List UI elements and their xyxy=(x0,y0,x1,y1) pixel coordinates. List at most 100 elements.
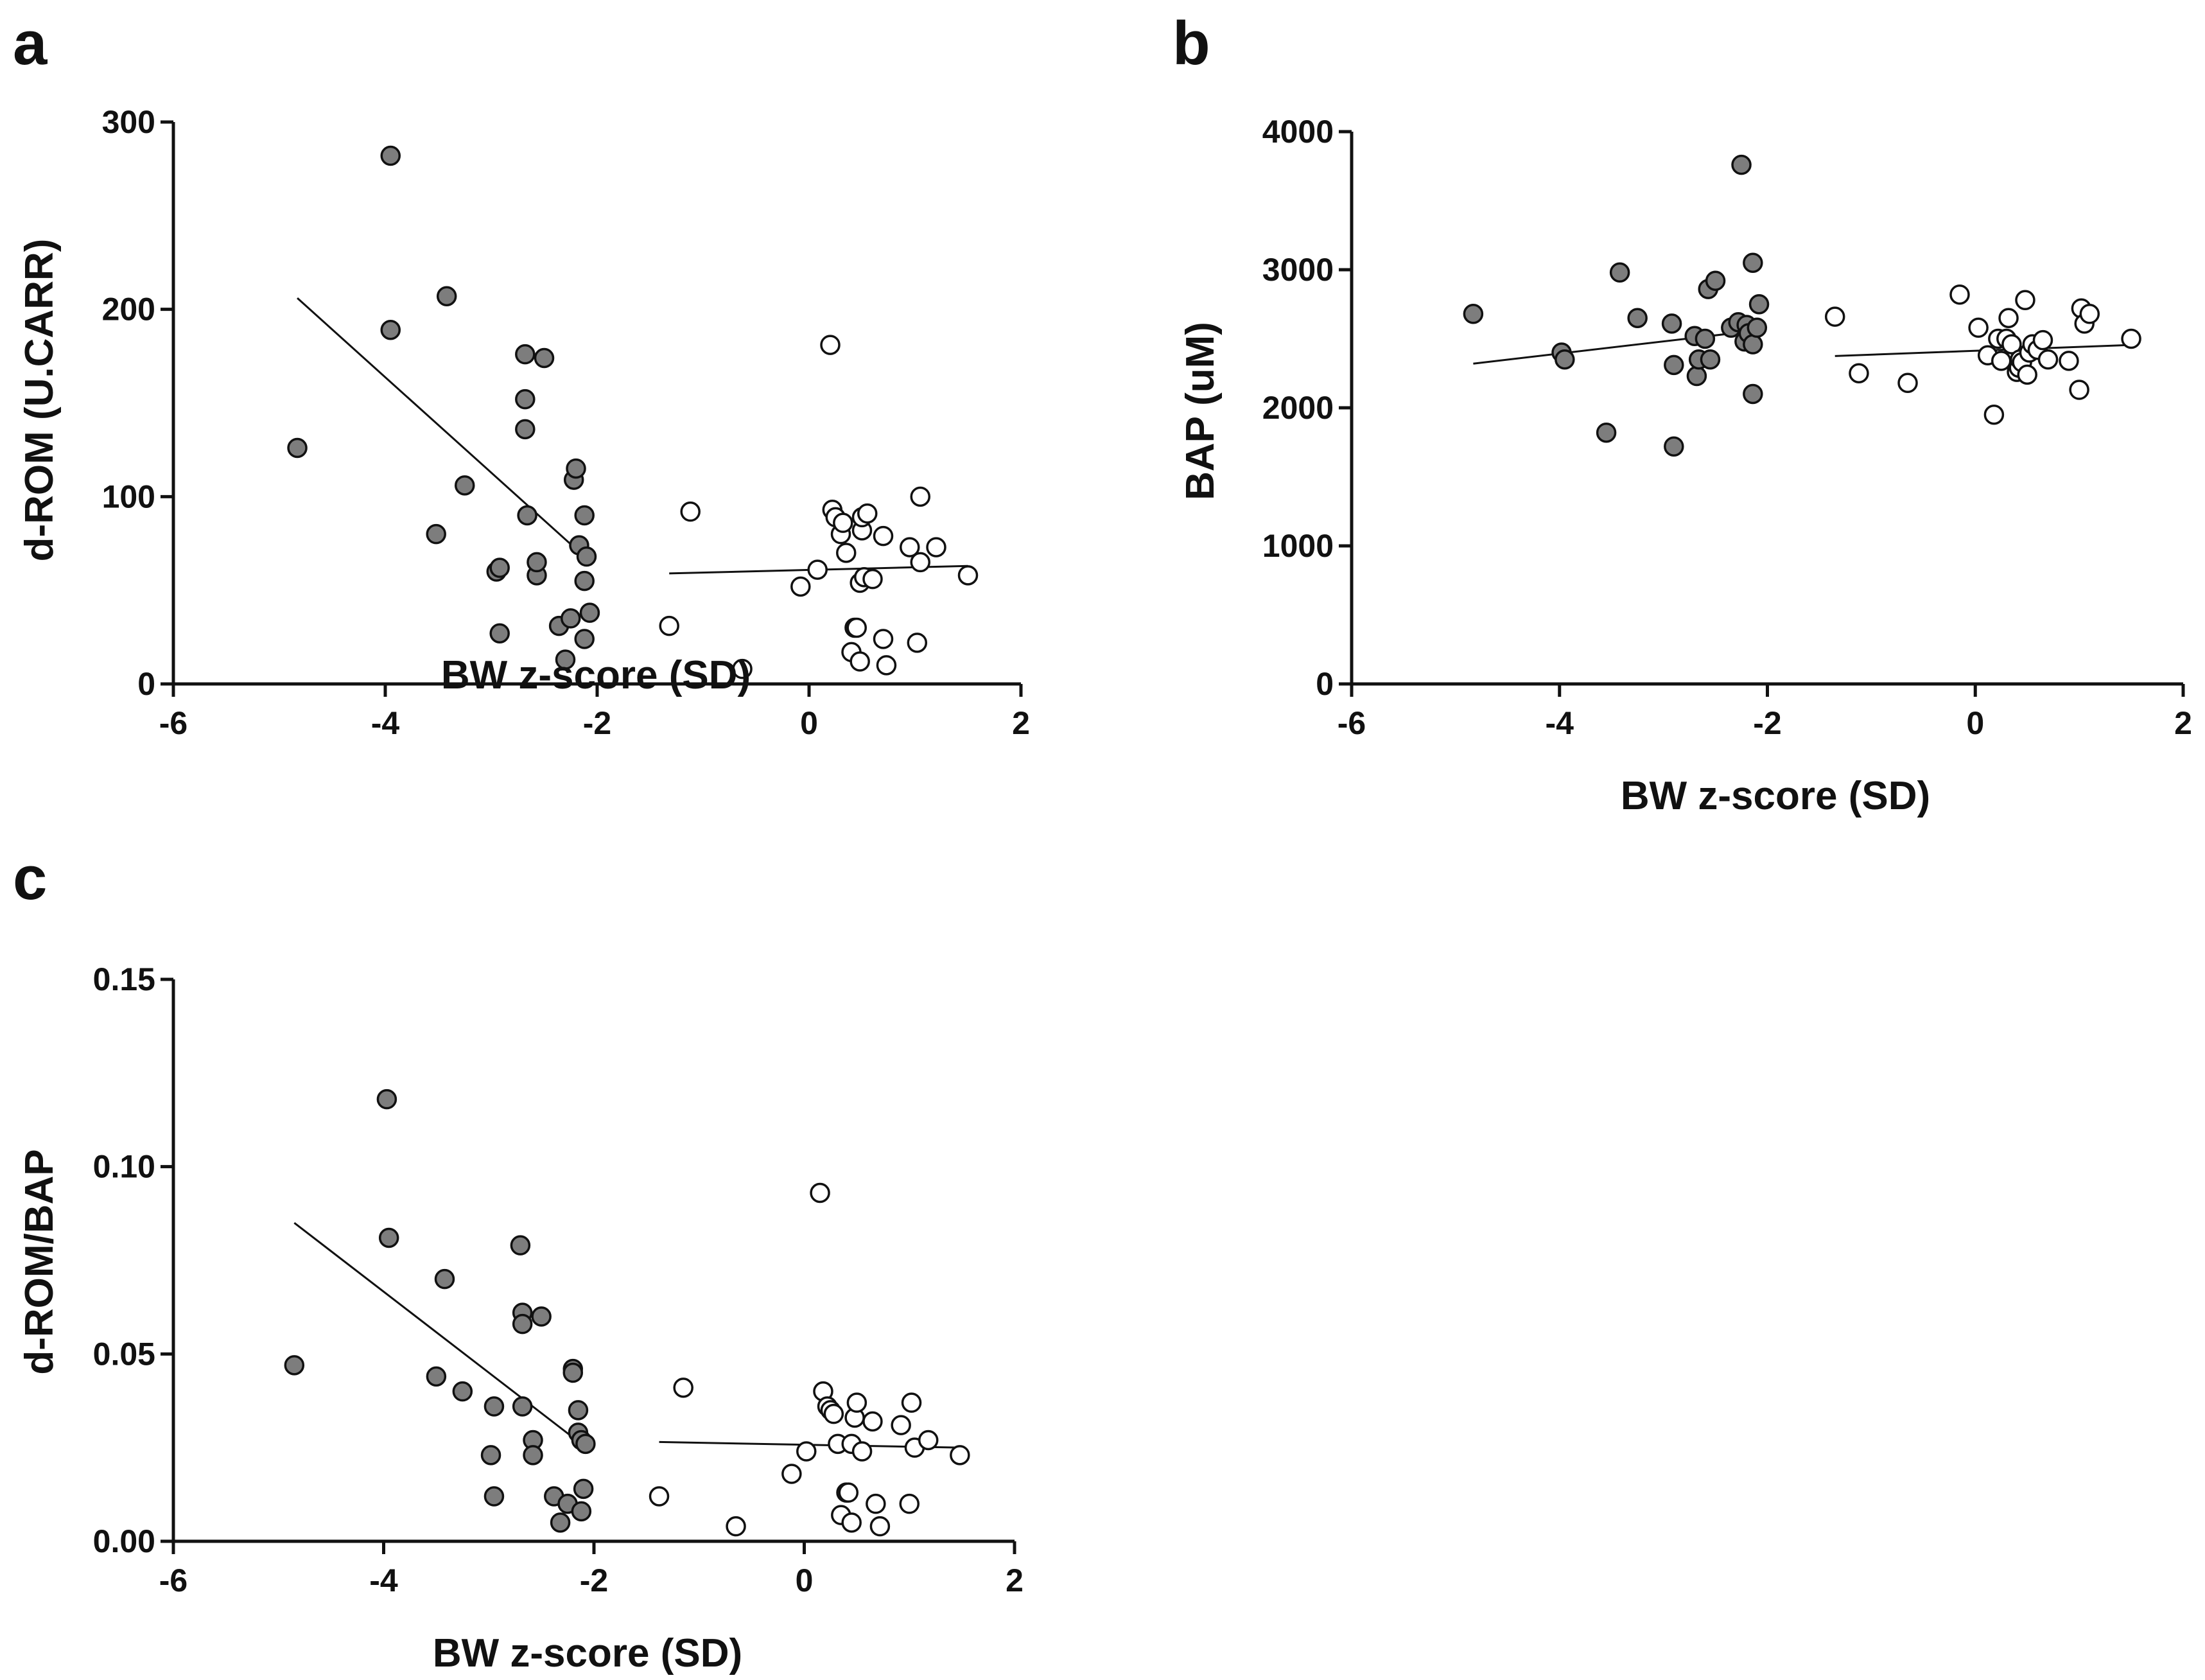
data-point-filled-c xyxy=(512,1313,533,1334)
data-point-open-c xyxy=(796,1441,817,1462)
data-point-filled-a xyxy=(380,320,401,340)
data-point-open-b xyxy=(2059,351,2079,371)
data-point-open-c xyxy=(673,1378,693,1398)
data-point-open-b xyxy=(2069,380,2089,400)
data-point-open-c xyxy=(866,1493,886,1514)
fit-line-filled-c xyxy=(293,1221,582,1445)
data-point-filled-c xyxy=(575,1433,596,1455)
x-axis-title-b: BW z-score (SD) xyxy=(1621,774,1930,818)
x-axis-title-a: BW z-score (SD) xyxy=(441,653,751,697)
data-point-open-a xyxy=(732,658,753,679)
y-tick-label-b: 2000 xyxy=(1262,390,1334,426)
panel-b: b 0 1000 2000 3000 4000 -6 -4 -2 0 2 BW z-score (… xyxy=(1172,9,2192,818)
data-point-filled-b xyxy=(1743,252,1763,273)
panel-letter-b: b xyxy=(1172,9,1210,78)
data-point-filled-b xyxy=(1705,270,1726,291)
data-point-open-c xyxy=(649,1486,670,1507)
data-point-open-c xyxy=(862,1411,883,1432)
data-point-filled-c xyxy=(480,1445,501,1466)
x-tick-label-b: -6 xyxy=(1338,705,1366,741)
data-point-open-a xyxy=(873,525,894,547)
x-tick-label-c: -2 xyxy=(580,1562,608,1598)
data-point-open-c xyxy=(841,1512,862,1533)
data-point-open-a xyxy=(790,576,811,597)
data-point-open-c xyxy=(891,1415,911,1435)
x-axis-title-c: BW z-score (SD) xyxy=(433,1631,742,1676)
data-point-open-a xyxy=(857,503,878,524)
data-point-open-b xyxy=(1998,308,2019,328)
data-point-filled-b xyxy=(1743,383,1763,405)
data-point-filled-b xyxy=(1609,262,1630,283)
panel-letter-c: c xyxy=(13,844,47,913)
data-point-open-b xyxy=(1897,372,1918,394)
data-point-open-c xyxy=(869,1516,891,1537)
data-point-filled-c xyxy=(452,1381,473,1402)
data-point-filled-a xyxy=(515,419,536,440)
data-point-open-a xyxy=(807,559,828,580)
data-point-filled-b xyxy=(1555,349,1575,370)
data-point-filled-c xyxy=(531,1306,552,1327)
data-point-filled-a xyxy=(426,523,446,545)
data-point-open-c xyxy=(901,1392,922,1413)
data-point-open-a xyxy=(907,633,928,653)
data-point-filled-c xyxy=(550,1512,571,1533)
data-point-filled-a xyxy=(436,286,457,306)
data-point-open-c xyxy=(726,1516,746,1537)
data-point-open-c xyxy=(846,1392,867,1413)
data-point-open-b xyxy=(1968,317,1989,338)
y-tick-label-c: 0.15 xyxy=(93,961,155,997)
y-tick-label-a: 300 xyxy=(102,104,155,140)
data-point-open-b xyxy=(1991,351,2012,371)
data-point-filled-a xyxy=(380,145,401,166)
y-tick-label-a: 100 xyxy=(102,478,155,514)
data-point-open-a xyxy=(820,335,841,355)
y-axis-title-c: d-ROM/BAP xyxy=(17,1149,62,1374)
x-tick-label-c: -4 xyxy=(369,1562,398,1598)
y-tick-label-a: 0 xyxy=(137,666,155,702)
y-tick-label-c: 0.10 xyxy=(93,1149,155,1185)
data-point-open-c xyxy=(838,1482,859,1503)
data-point-open-b xyxy=(1824,306,1845,327)
x-tick-label-b: -4 xyxy=(1546,705,1574,741)
x-tick-label-b: 2 xyxy=(2174,705,2192,741)
data-point-filled-a xyxy=(579,602,600,623)
data-point-open-b xyxy=(2017,364,2037,385)
data-point-open-a xyxy=(862,568,883,590)
y-tick-label-b: 0 xyxy=(1316,666,1334,702)
x-tick-label-c: 2 xyxy=(1006,1562,1024,1598)
x-tick-label-b: 0 xyxy=(1966,705,1984,741)
data-point-filled-a xyxy=(534,347,555,369)
data-point-filled-c xyxy=(510,1235,531,1256)
data-point-open-a xyxy=(680,501,701,522)
data-point-open-b xyxy=(1983,405,2005,425)
y-tick-label-c: 0.00 xyxy=(93,1523,155,1559)
data-point-filled-c xyxy=(284,1355,305,1376)
data-point-filled-b xyxy=(1686,365,1707,387)
x-tick-label-a: 2 xyxy=(1012,705,1030,741)
data-point-open-a xyxy=(926,537,946,557)
plot-area-a: 0 100 200 300 -6 -4 -2 0 2 xyxy=(102,104,1030,741)
data-point-open-a xyxy=(900,537,920,557)
data-point-open-a xyxy=(846,617,867,638)
data-point-filled-a xyxy=(515,389,536,410)
x-tick-label-a: 0 xyxy=(800,705,818,741)
data-point-open-b xyxy=(1849,363,1869,383)
data-point-open-c xyxy=(950,1445,970,1466)
y-axis-title-b: BAP (uM) xyxy=(1178,322,1223,500)
data-point-filled-c xyxy=(426,1366,447,1387)
data-point-open-a xyxy=(873,629,894,649)
data-point-open-a xyxy=(836,543,857,563)
data-point-filled-a xyxy=(574,570,595,591)
data-point-open-c xyxy=(851,1441,873,1462)
data-point-open-b xyxy=(2001,334,2022,354)
data-point-filled-a xyxy=(555,649,576,670)
x-tick-label-a: -4 xyxy=(371,705,400,741)
data-point-filled-b xyxy=(1664,354,1684,376)
data-point-open-a xyxy=(957,565,979,586)
data-point-filled-a xyxy=(489,557,510,578)
panel-a: a 0 100 200 300 -6 -4 -2 0 2 BW z-score (SD) d-R… xyxy=(13,9,1030,741)
data-point-filled-a xyxy=(576,546,597,567)
data-point-filled-b xyxy=(1596,422,1617,443)
panel-c: c 0.00 0.05 0.10 0.15 -6 -4 -2 0 2 BW z-score (S… xyxy=(13,844,1024,1676)
